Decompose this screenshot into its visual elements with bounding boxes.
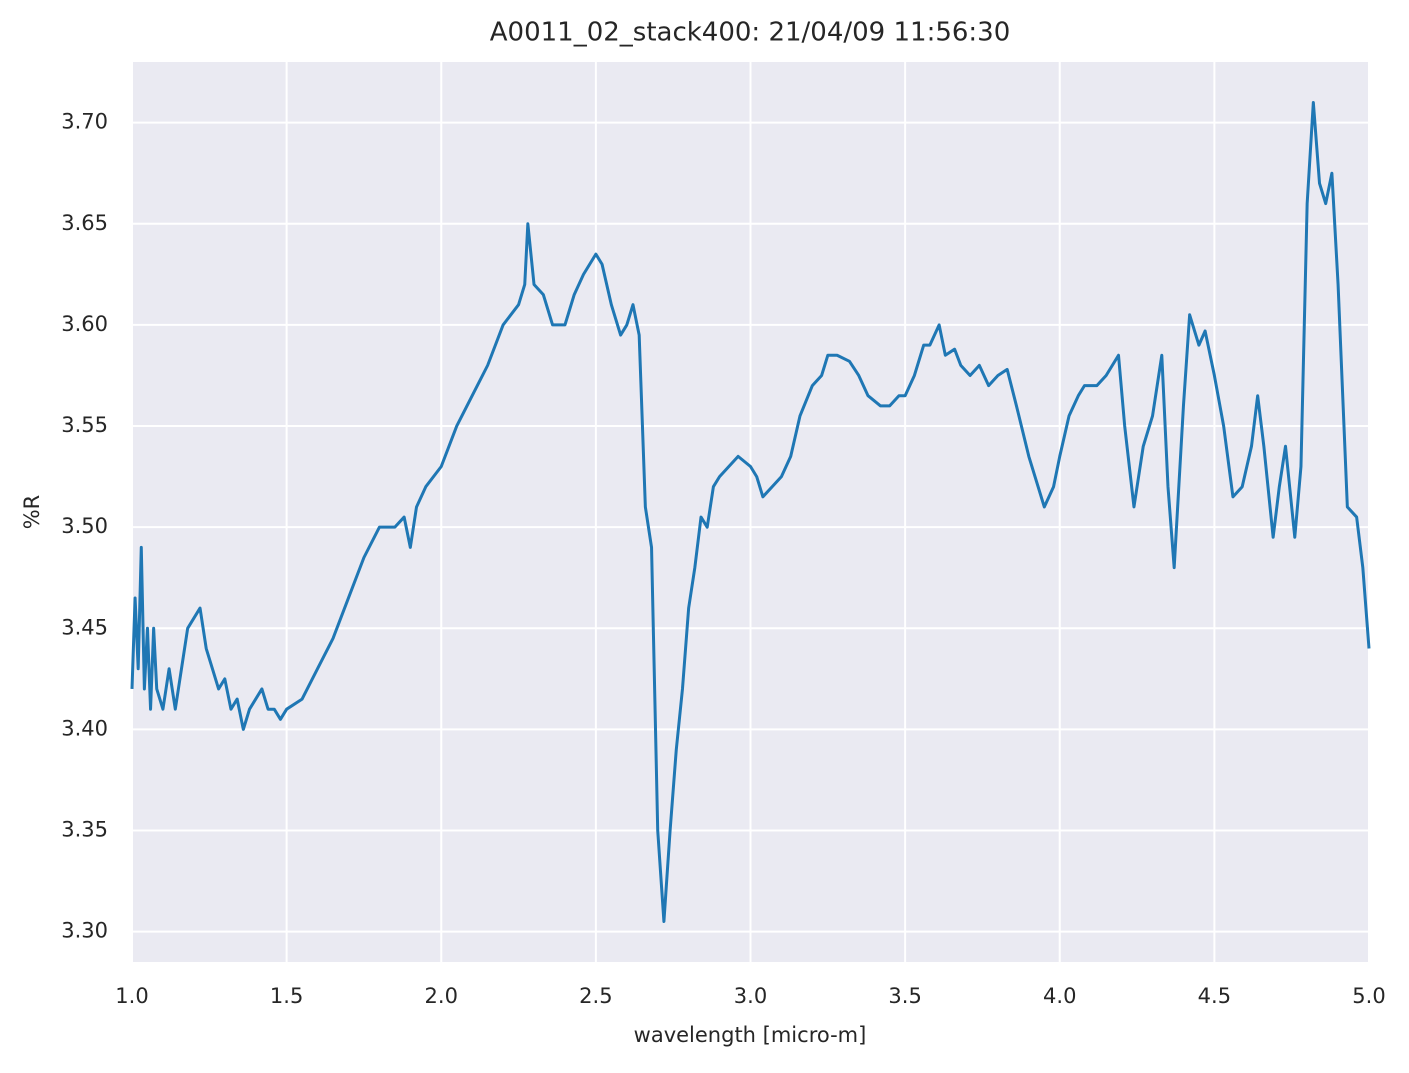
x-tick-label: 3.0	[734, 984, 767, 1008]
x-tick-label: 1.0	[115, 984, 148, 1008]
y-tick-label: 3.30	[61, 919, 108, 943]
y-tick-label: 3.70	[61, 110, 108, 134]
x-tick-label: 4.5	[1198, 984, 1231, 1008]
x-tick-label: 2.0	[425, 984, 458, 1008]
y-axis-label: %R	[20, 495, 44, 530]
y-tick-label: 3.50	[61, 514, 108, 538]
y-tick-label: 3.60	[61, 312, 108, 336]
y-tick-label: 3.35	[61, 818, 108, 842]
y-tick-label: 3.65	[61, 211, 108, 235]
x-tick-label: 4.0	[1043, 984, 1076, 1008]
y-tick-label: 3.45	[61, 615, 108, 639]
x-axis-label: wavelength [micro-m]	[634, 1023, 867, 1047]
x-tick-label: 3.5	[888, 984, 921, 1008]
y-tick-label: 3.40	[61, 716, 108, 740]
data-line	[130, 100, 1371, 924]
y-tick-label: 3.55	[61, 413, 108, 437]
x-tick-label: 2.5	[579, 984, 612, 1008]
chart-title: A0011_02_stack400: 21/04/09 11:56:30	[490, 18, 1011, 48]
x-tick-label: 5.0	[1352, 984, 1385, 1008]
x-tick-label: 1.5	[270, 984, 303, 1008]
